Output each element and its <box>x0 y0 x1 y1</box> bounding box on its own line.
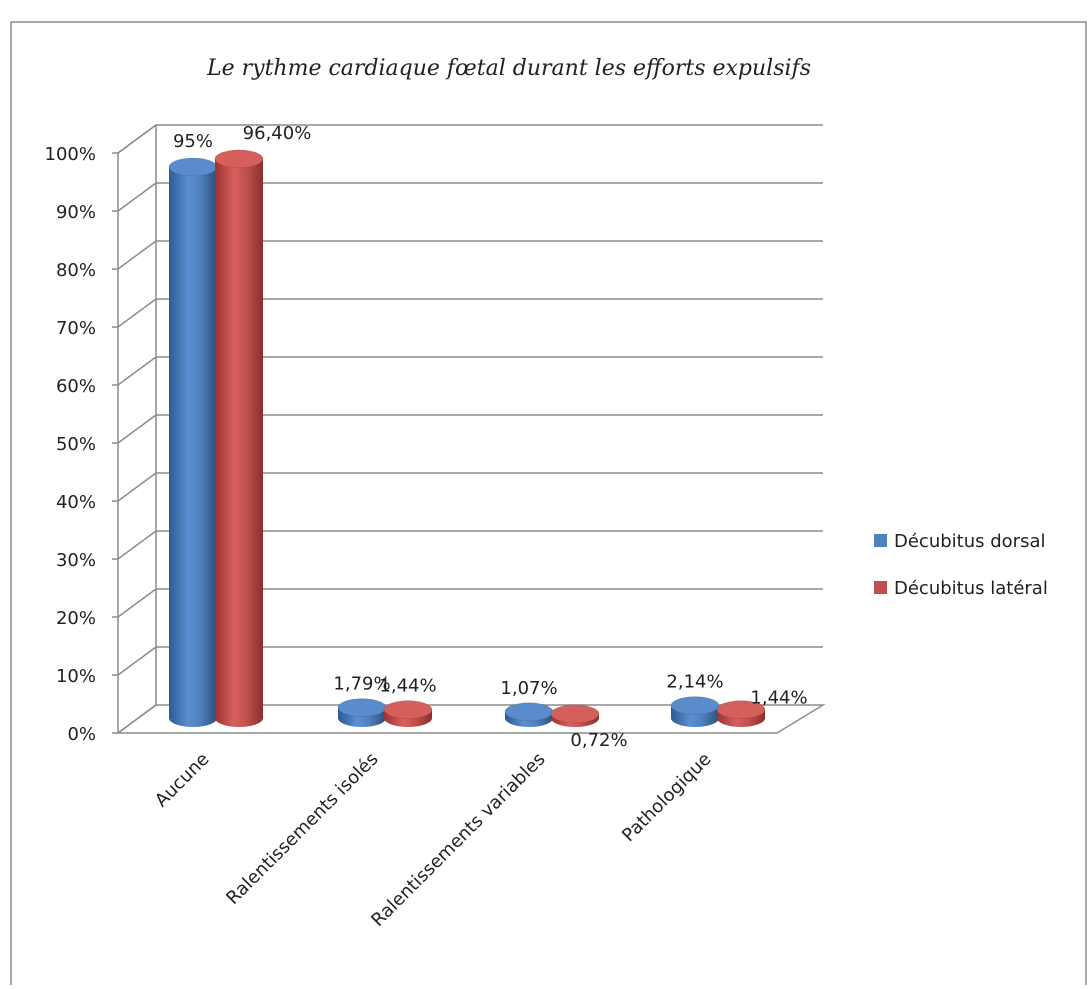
data-label: 0,72% <box>570 730 627 751</box>
floor <box>115 704 826 734</box>
legend-label: Décubitus dorsal <box>894 531 1045 552</box>
data-label: 96,40% <box>243 123 312 144</box>
legend-swatch <box>874 581 887 594</box>
chart-title: Le rythme cardiaque fœtal durant les eff… <box>206 56 811 81</box>
grid-diag <box>117 472 157 502</box>
bar-0-1 <box>337 698 387 727</box>
data-label: 1,44% <box>379 676 436 697</box>
bar-top <box>550 704 600 724</box>
bar-1-1 <box>383 700 433 727</box>
bar-top <box>168 157 218 177</box>
y-tick-label: 20% <box>56 608 96 629</box>
bar-top <box>337 698 387 718</box>
y-tick-label: 10% <box>56 666 96 687</box>
bar-body <box>215 158 263 727</box>
y-tick-label: 50% <box>56 434 96 455</box>
bar-top <box>504 702 554 722</box>
legend-item-1: Décubitus latéral <box>874 578 1048 599</box>
bars <box>168 149 766 727</box>
legend-label: Décubitus latéral <box>894 578 1048 599</box>
grid-diag <box>117 646 157 676</box>
grid-diag <box>117 182 157 212</box>
bar-top <box>716 700 766 720</box>
grid-diag <box>117 414 157 444</box>
y-tick-label: 0% <box>67 724 96 745</box>
bar-1-2 <box>550 704 600 727</box>
data-label: 95% <box>173 131 213 152</box>
grid: 0% 10% 20% 30% 40% 50% 60% 70% 80% 90% 100% <box>45 124 826 745</box>
legend-item-0: Décubitus dorsal <box>874 531 1045 552</box>
bar-top <box>383 700 433 720</box>
bar-top <box>214 149 264 169</box>
data-label: 1,44% <box>750 688 807 709</box>
bar-0-0 <box>168 157 218 727</box>
y-tick-label: 90% <box>56 202 96 223</box>
grid-diag <box>117 124 157 154</box>
bar-1-0 <box>214 149 264 727</box>
legend-swatch <box>874 534 887 547</box>
bar-0-3 <box>670 696 720 727</box>
grid-diag <box>117 588 157 618</box>
grid-diag <box>117 356 157 386</box>
y-tick-label: 30% <box>56 550 96 571</box>
y-tick-label: 60% <box>56 376 96 397</box>
grid-diag <box>117 298 157 328</box>
legend: Décubitus dorsal Décubitus latéral <box>874 531 1048 599</box>
data-label: 2,14% <box>666 672 723 693</box>
y-tick-label: 80% <box>56 260 96 281</box>
grid-diag <box>117 240 157 270</box>
data-label: 1,79% <box>333 674 390 695</box>
bar-body <box>169 167 217 727</box>
grid-diag <box>117 530 157 560</box>
bar-top <box>670 696 720 715</box>
bar-1-3 <box>716 700 766 727</box>
y-tick-label: 100% <box>45 144 96 165</box>
data-labels: 95% 1,79% 1,07% 2,14% 96,40% 1,44% 0,72% 1,44% <box>173 123 808 751</box>
y-tick-label: 40% <box>56 492 96 513</box>
bar-0-2 <box>504 702 554 727</box>
data-label: 1,07% <box>500 678 557 699</box>
y-tick-label: 70% <box>56 318 96 339</box>
